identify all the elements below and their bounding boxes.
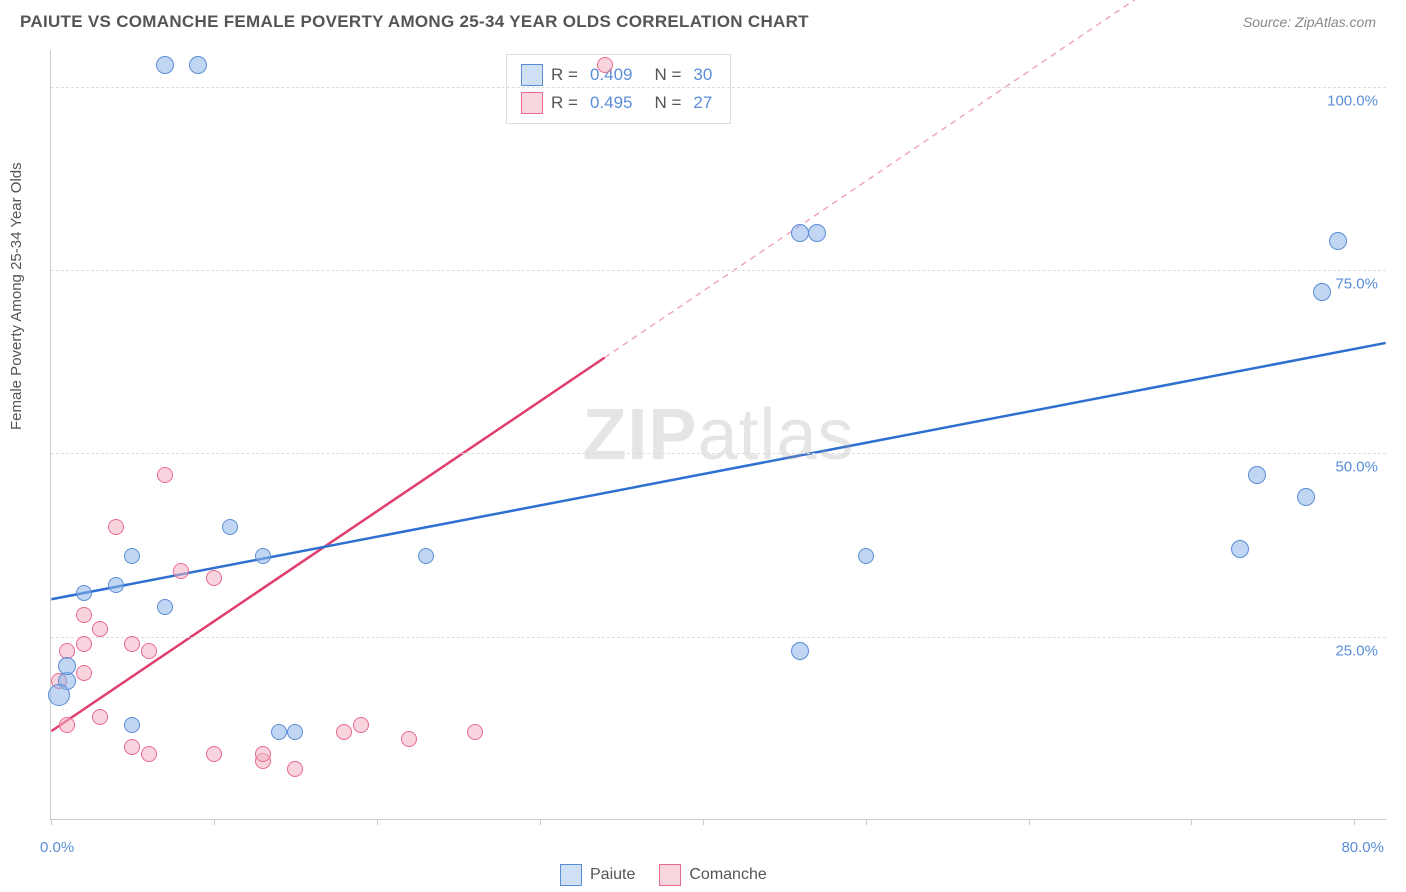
legend-swatch <box>560 864 582 886</box>
chart-plot-area: ZIPatlas R =0.409N =30R =0.495N =27 25.0… <box>50 50 1386 820</box>
paiute-point[interactable] <box>222 519 238 535</box>
paiute-point[interactable] <box>1329 232 1347 250</box>
comanche-point[interactable] <box>76 607 92 623</box>
trendlines-svg <box>51 50 1386 819</box>
correlation-legend-box: R =0.409N =30R =0.495N =27 <box>506 54 731 124</box>
series-legend: Paiute Comanche <box>560 864 767 886</box>
r-label: R = <box>551 61 578 89</box>
x-tick <box>51 819 52 825</box>
comanche-point[interactable] <box>287 761 303 777</box>
y-tick-label: 100.0% <box>1327 92 1378 109</box>
series-swatch <box>521 64 543 86</box>
n-value: 30 <box>693 61 712 89</box>
paiute-point[interactable] <box>189 56 207 74</box>
comanche-point[interactable] <box>124 636 140 652</box>
comanche-point[interactable] <box>173 563 189 579</box>
paiute-point[interactable] <box>1297 488 1315 506</box>
paiute-point[interactable] <box>76 585 92 601</box>
paiute-point[interactable] <box>1231 540 1249 558</box>
comanche-point[interactable] <box>76 665 92 681</box>
paiute-point[interactable] <box>108 577 124 593</box>
comanche-point[interactable] <box>141 746 157 762</box>
x-tick <box>1191 819 1192 825</box>
correlation-row: R = 0.495 N = 27 <box>521 89 716 117</box>
paiute-point[interactable] <box>791 224 809 242</box>
comanche-point[interactable] <box>597 57 613 73</box>
x-axis-max-label: 80.0% <box>1341 839 1384 856</box>
series-swatch <box>521 92 543 114</box>
legend-item[interactable]: Comanche <box>659 864 766 886</box>
paiute-point[interactable] <box>157 599 173 615</box>
n-label: N = <box>654 61 681 89</box>
legend-label: Comanche <box>689 866 766 884</box>
comanche-point[interactable] <box>206 746 222 762</box>
comanche-point[interactable] <box>401 731 417 747</box>
trendline <box>51 358 604 732</box>
paiute-point[interactable] <box>287 724 303 740</box>
comanche-point[interactable] <box>108 519 124 535</box>
paiute-point[interactable] <box>58 657 76 675</box>
y-tick-label: 25.0% <box>1335 642 1378 659</box>
correlation-row: R =0.409N =30 <box>521 61 716 89</box>
comanche-point[interactable] <box>206 570 222 586</box>
comanche-point[interactable] <box>336 724 352 740</box>
gridline <box>51 87 1386 88</box>
comanche-point[interactable] <box>76 636 92 652</box>
paiute-point[interactable] <box>858 548 874 564</box>
legend-label: Paiute <box>590 866 635 884</box>
paiute-point[interactable] <box>791 642 809 660</box>
x-axis-min-label: 0.0% <box>40 839 74 856</box>
x-tick <box>540 819 541 825</box>
paiute-point[interactable] <box>255 548 271 564</box>
chart-title: PAIUTE VS COMANCHE FEMALE POVERTY AMONG … <box>20 12 809 32</box>
y-axis-label: Female Poverty Among 25-34 Year Olds <box>8 162 25 430</box>
r-label: R = <box>551 89 578 117</box>
paiute-point[interactable] <box>156 56 174 74</box>
comanche-point[interactable] <box>92 709 108 725</box>
x-tick <box>1354 819 1355 825</box>
comanche-point[interactable] <box>353 717 369 733</box>
x-tick <box>1029 819 1030 825</box>
legend-swatch <box>659 864 681 886</box>
x-tick <box>703 819 704 825</box>
trendline <box>51 343 1385 599</box>
comanche-point[interactable] <box>92 621 108 637</box>
y-tick-label: 75.0% <box>1335 276 1378 293</box>
comanche-point[interactable] <box>59 717 75 733</box>
paiute-point[interactable] <box>1313 283 1331 301</box>
paiute-point[interactable] <box>124 548 140 564</box>
paiute-point[interactable] <box>124 717 140 733</box>
y-tick-label: 50.0% <box>1335 459 1378 476</box>
source-label: Source: ZipAtlas.com <box>1243 14 1376 30</box>
comanche-point[interactable] <box>124 739 140 755</box>
gridline <box>51 270 1386 271</box>
comanche-point[interactable] <box>157 467 173 483</box>
x-tick <box>377 819 378 825</box>
comanche-point[interactable] <box>255 746 271 762</box>
comanche-point[interactable] <box>467 724 483 740</box>
gridline <box>51 637 1386 638</box>
n-label: N = <box>654 89 681 117</box>
paiute-point[interactable] <box>271 724 287 740</box>
comanche-point[interactable] <box>141 643 157 659</box>
gridline <box>51 453 1386 454</box>
r-value: 0.495 <box>590 89 633 117</box>
n-value: 27 <box>693 89 712 117</box>
legend-item[interactable]: Paiute <box>560 864 635 886</box>
paiute-point[interactable] <box>418 548 434 564</box>
paiute-point[interactable] <box>808 224 826 242</box>
paiute-point[interactable] <box>1248 466 1266 484</box>
x-tick <box>214 819 215 825</box>
paiute-point[interactable] <box>48 684 70 706</box>
x-tick <box>866 819 867 825</box>
